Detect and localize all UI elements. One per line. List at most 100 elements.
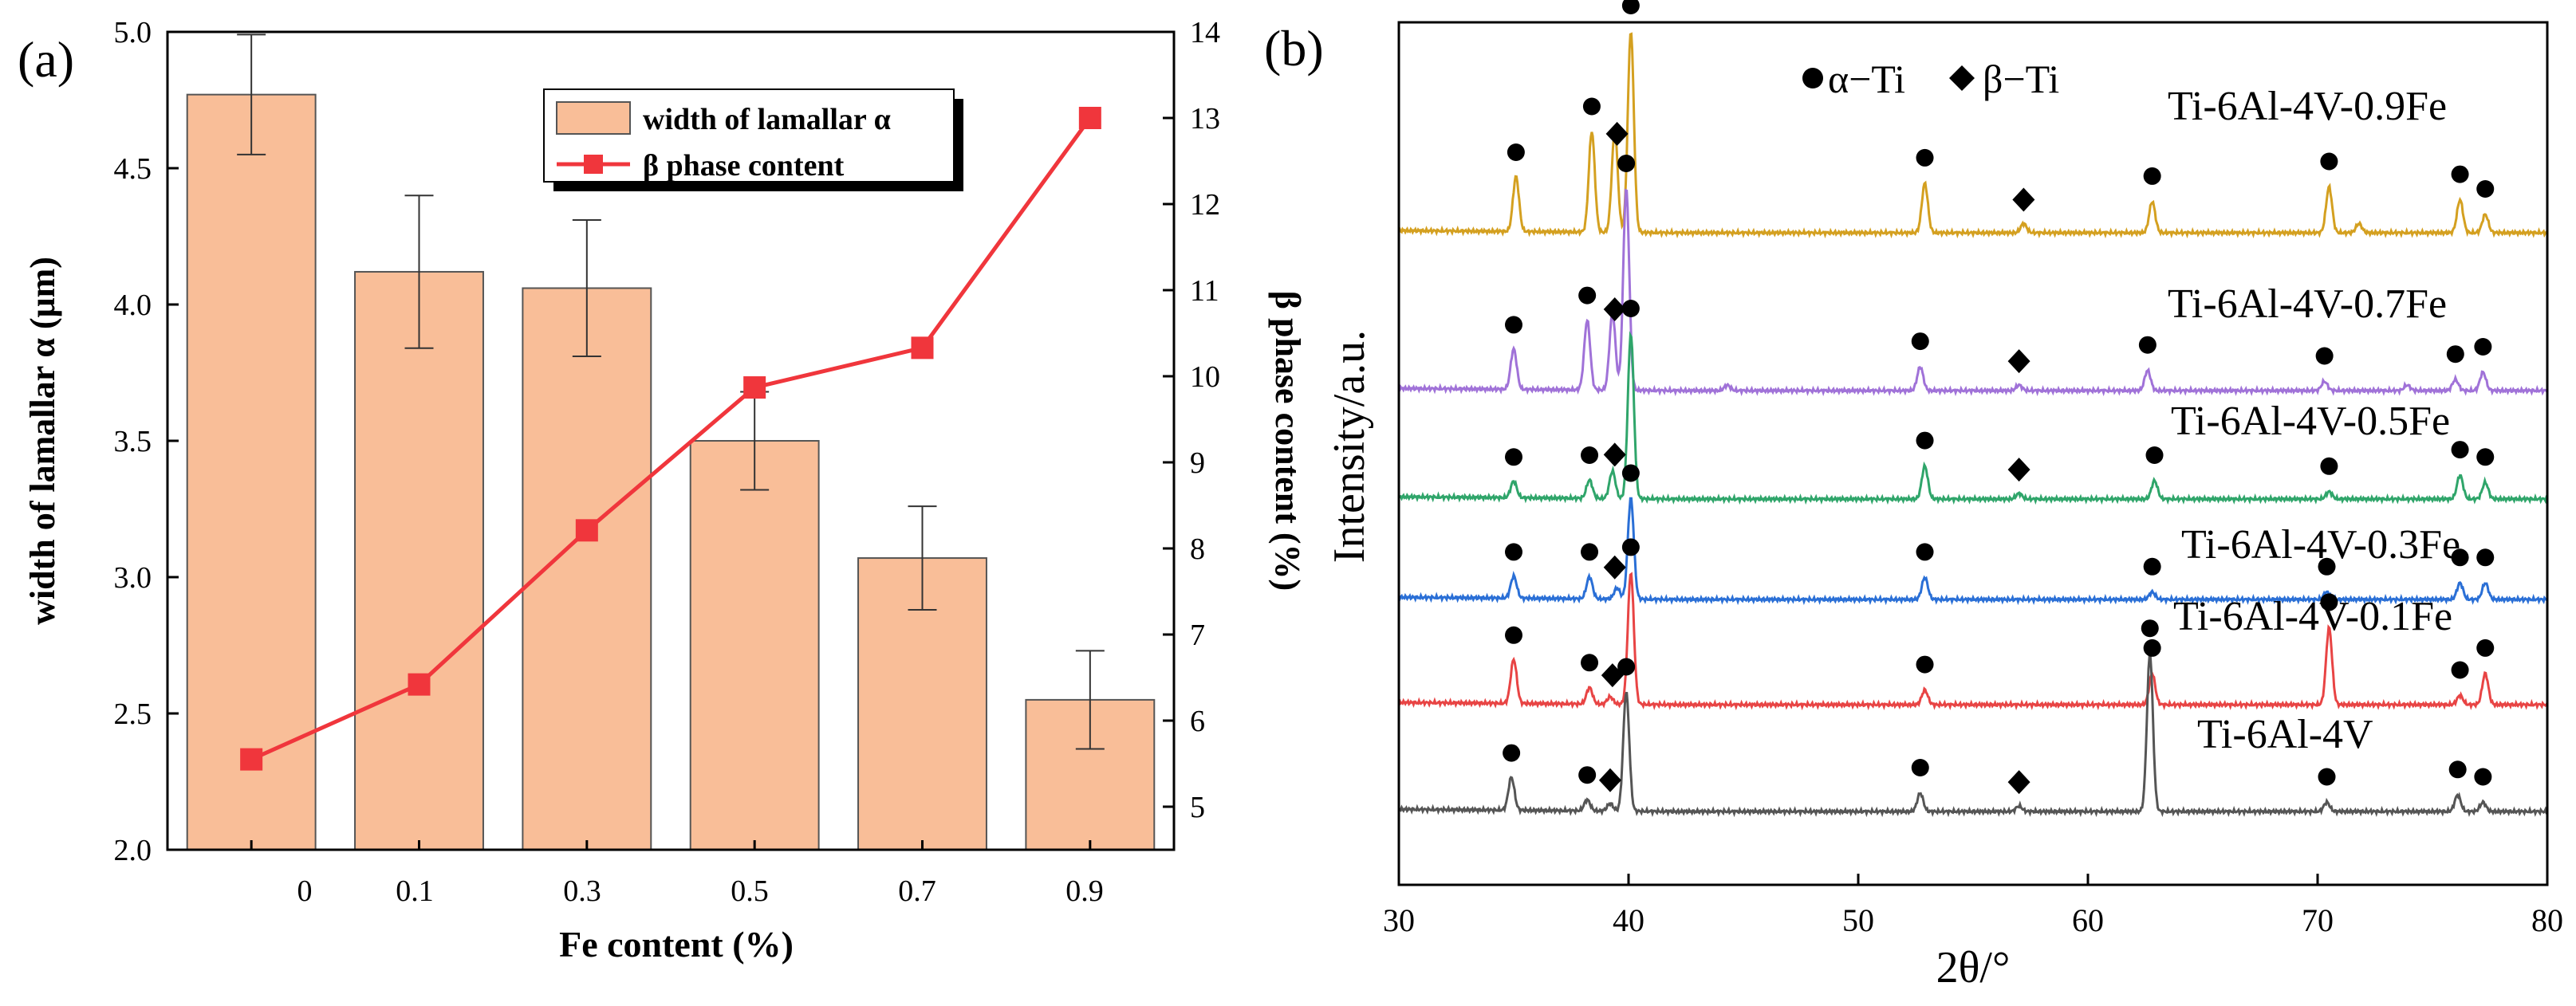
right-tick-label: 11 [1190, 274, 1219, 308]
a-bars [186, 93, 1156, 851]
x-tick-label: 0 [297, 874, 313, 908]
alpha-ti-marker [2446, 345, 2464, 363]
x-tick-label: 50 [1842, 902, 1874, 938]
beta-point-0.3 [575, 519, 598, 542]
b-x-axis-label: 2θ/° [1936, 943, 2011, 992]
left-tick-label: 4.0 [114, 289, 152, 322]
alpha-ti-marker [2141, 619, 2159, 638]
right-tick-label: 14 [1190, 16, 1220, 49]
alpha-ti-marker [1617, 154, 1636, 172]
trace-label: Ti-6Al-4V-0.1Fe [2173, 594, 2452, 639]
panel-b: (b) Ti-6Al-4V-0.9FeTi-6Al-4V-0.7FeTi-6Al… [1264, 0, 2563, 992]
alpha-ti-marker [2476, 448, 2495, 466]
beta-ti-marker [1598, 768, 1621, 792]
alpha-ti-marker [1581, 543, 1599, 561]
right-tick-label: 6 [1190, 705, 1205, 738]
legend-bar-swatch [556, 101, 631, 135]
trace-label: Ti-6Al-4V-0.3Fe [2181, 522, 2460, 568]
b-x-axis-ticks: 30 40 50 60 70 80 [1383, 874, 2563, 938]
a-error-bars [237, 33, 1105, 750]
beta-point-0.9 [1078, 107, 1101, 129]
alpha-ti-marker [1617, 658, 1636, 676]
alpha-ti-marker [2320, 457, 2338, 475]
bar-fe-0.1 [354, 270, 484, 851]
beta-point-0.5 [743, 376, 766, 399]
legend-line-label: β phase content [643, 149, 845, 183]
alpha-ti-marker [1505, 316, 1522, 334]
a-x-axis-ticks: 0 0.1 0.3 0.5 0.7 0.9 [250, 840, 1104, 908]
right-tick-label: 5 [1190, 791, 1205, 824]
left-tick-label: 2.0 [114, 834, 152, 867]
beta-point-0.1 [408, 673, 431, 696]
trace-label: Ti-6Al-4V-0.9Fe [2168, 84, 2447, 129]
trace-label: Ti-6Al-4V [2197, 712, 2373, 757]
a-x-axis-label: Fe content (%) [559, 924, 794, 965]
b-trace-labels: Ti-6Al-4V-0.9Fe Ti-6Al-4V-0.7Fe Ti-6Al-4V-… [2168, 84, 2460, 757]
alpha-ti-marker [2451, 441, 2469, 459]
beta-ti-marker [2012, 187, 2035, 212]
alpha-ti-marker [1621, 538, 1640, 556]
alpha-ti-marker [1916, 655, 1934, 674]
xrd-trace-2 [1397, 331, 2549, 505]
left-tick-label: 5.0 [114, 16, 152, 49]
x-tick-label: 60 [2072, 902, 2104, 938]
alpha-ti-marker [2451, 661, 2469, 679]
b-plot-frame [1397, 21, 2549, 886]
alpha-ti-marker [1916, 148, 1934, 167]
beta-ti-marker [1605, 121, 1629, 146]
x-tick-label: 30 [1383, 902, 1415, 938]
alpha-ti-marker [1507, 143, 1525, 161]
alpha-ti-marker [2143, 639, 2161, 657]
trace-label: Ti-6Al-4V-0.5Fe [2171, 399, 2450, 444]
beta-content-line [250, 116, 1092, 761]
alpha-ti-marker [2448, 760, 2467, 779]
alpha-ti-marker [2476, 180, 2495, 198]
x-tick-label: 70 [2302, 902, 2334, 938]
b-y-axis-label: Intensity/a.u. [1325, 330, 1374, 563]
alpha-ti-legend-icon [1802, 68, 1823, 88]
beta-point-0.7 [911, 336, 934, 360]
alpha-ti-marker [1916, 431, 1934, 450]
alpha-ti-marker [1621, 300, 1640, 317]
x-tick-label: 0.1 [396, 874, 434, 908]
trace-label: Ti-6Al-4V-0.7Fe [2168, 281, 2447, 327]
left-tick-label: 2.5 [114, 698, 152, 731]
x-tick-label: 0.9 [1065, 874, 1104, 908]
xrd-trace-3 [1397, 497, 2548, 606]
xrd-trace-0 [1397, 32, 2548, 239]
alpha-ti-marker [1578, 766, 1597, 784]
a-legend: width of lamallar α β phase content [543, 88, 963, 191]
right-tick-label: 7 [1190, 619, 1205, 652]
right-tick-label: 12 [1190, 188, 1220, 222]
alpha-ti-marker [1578, 286, 1597, 305]
alpha-ti-marker [2474, 768, 2492, 786]
panel-a: (a) 2.0 2.5 3.0 3.5 4.0 4.5 5.0 5 6 7 8 9 10 11 12 13 1… [18, 16, 1307, 965]
alpha-ti-marker [2318, 557, 2336, 576]
a-left-axis-ticks: 2.0 2.5 3.0 3.5 4.0 4.5 5.0 [114, 16, 179, 867]
right-tick-label: 8 [1190, 532, 1205, 566]
alpha-ti-marker [2320, 593, 2338, 611]
bar-fe-0.5 [689, 440, 820, 851]
alpha-ti-marker [1581, 654, 1599, 672]
alpha-ti-marker [1621, 464, 1640, 482]
alpha-ti-marker [1505, 448, 1522, 466]
left-tick-label: 3.0 [114, 561, 152, 595]
alpha-ti-marker [2143, 557, 2161, 576]
alpha-ti-marker [2476, 639, 2495, 657]
beta-ti-marker [2007, 458, 2030, 482]
beta-ti-marker [2007, 349, 2030, 374]
alpha-ti-marker [1911, 332, 1929, 351]
beta-ti-legend-label: β−Ti [1983, 57, 2059, 101]
alpha-ti-marker [2476, 548, 2495, 567]
alpha-ti-marker [2138, 336, 2157, 354]
x-tick-label: 0.5 [731, 874, 769, 908]
b-legend: α−Ti β−Ti [1802, 57, 2059, 101]
bar-fe-0 [186, 93, 317, 851]
alpha-ti-marker [1581, 446, 1599, 464]
xrd-trace-5 [1398, 654, 2548, 818]
alpha-ti-legend-label: α−Ti [1828, 57, 1905, 101]
alpha-ti-marker [1916, 543, 1934, 561]
panel-a-label: (a) [18, 31, 74, 88]
alpha-ti-marker [2451, 548, 2469, 567]
alpha-ti-marker [1582, 97, 1601, 116]
